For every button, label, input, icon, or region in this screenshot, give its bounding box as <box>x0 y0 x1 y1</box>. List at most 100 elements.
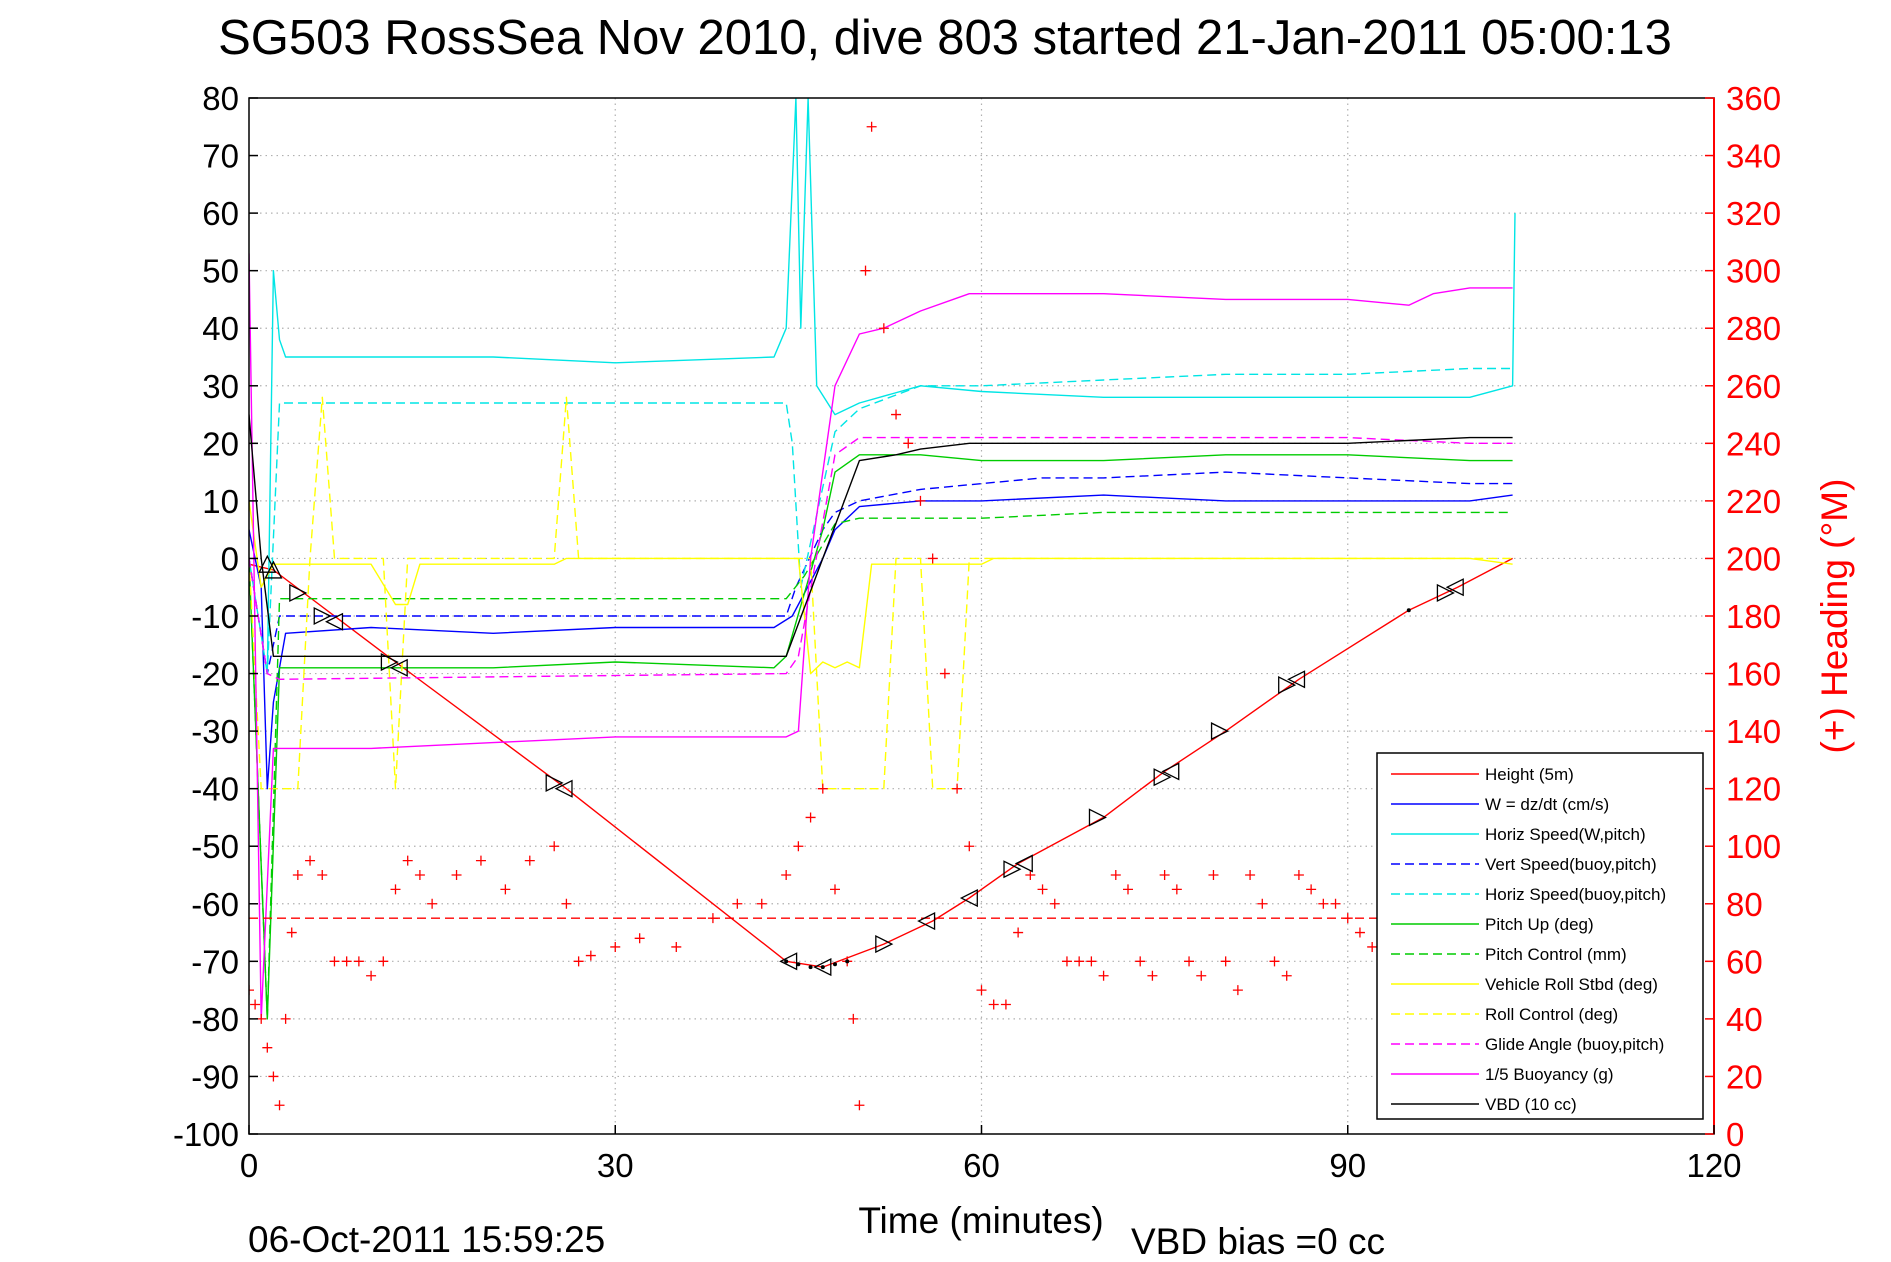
legend-box <box>1376 752 1704 1120</box>
legend-label: 1/5 Buoyancy (g) <box>1485 1065 1614 1084</box>
y-tick-label: -80 <box>191 1001 239 1038</box>
legend-label: VBD (10 cc) <box>1485 1095 1577 1114</box>
triangle-marker <box>1287 670 1306 689</box>
heading-point <box>1049 898 1060 909</box>
heading-point <box>1037 884 1048 895</box>
y2-tick-label: 160 <box>1726 656 1781 693</box>
black-dot-marker <box>784 959 789 964</box>
legend-label: Height (5m) <box>1485 765 1574 784</box>
heading-point <box>830 884 840 895</box>
y-tick-label: -30 <box>191 713 239 750</box>
heading-point <box>988 999 999 1010</box>
heading-point <box>549 841 560 852</box>
heading-point <box>1367 941 1378 952</box>
heading-point <box>903 438 914 449</box>
legend-label: Pitch Up (deg) <box>1485 915 1594 934</box>
heading-point <box>475 855 486 866</box>
triangle-marker <box>289 583 308 603</box>
heading-point <box>341 956 352 967</box>
series-pitch-up-deg <box>249 454 1513 1020</box>
triangle-marker <box>959 888 978 908</box>
y2-tick-label: 140 <box>1726 713 1781 750</box>
heading-point <box>1269 956 1280 967</box>
heading-point <box>1147 970 1158 981</box>
triangle-marker <box>1278 676 1297 695</box>
legend: Height (5m) W = dz/dt (cm/s) Horiz Speed(W… <box>1376 752 1704 1120</box>
triangle-marker <box>1003 860 1022 879</box>
y2-tick-label: 240 <box>1726 425 1781 462</box>
heading-point <box>353 956 364 967</box>
right-axis-ticks: 3603403203002802602402202001801601401201… <box>1705 80 1781 1153</box>
y-tick-label: 20 <box>202 425 239 462</box>
heading-point <box>268 1071 279 1082</box>
heading-point <box>939 668 950 679</box>
series-w-dz-dt-cm-s <box>249 494 1513 790</box>
heading-point <box>1086 956 1097 967</box>
black-dot-marker <box>808 965 813 970</box>
y-tick-label: 70 <box>202 138 239 175</box>
heading-point <box>1061 956 1072 967</box>
heading-point <box>1281 970 1292 981</box>
heading-point <box>274 1100 285 1111</box>
heading-point <box>585 950 596 961</box>
x-tick-label: 90 <box>1329 1147 1366 1184</box>
series-height-5m <box>249 557 1513 968</box>
triangle-marker <box>1436 583 1455 603</box>
heading-point <box>732 898 743 909</box>
heading-point <box>1208 870 1219 880</box>
triangle-marker <box>1014 854 1033 873</box>
series-horiz-speed-w-pitch <box>249 98 1516 675</box>
x-axis-ticks: 0 30 60 90 120 <box>240 1125 1742 1184</box>
heading-point <box>1245 870 1256 880</box>
heading-point <box>1135 956 1146 967</box>
y2-tick-label: 40 <box>1726 1001 1763 1038</box>
triangle-markers <box>258 554 1464 977</box>
heading-point <box>1000 999 1011 1010</box>
y-tick-label: -90 <box>191 1058 239 1095</box>
heading-point <box>390 884 401 895</box>
y-tick-label: 40 <box>202 310 239 347</box>
y2-tick-label: 340 <box>1726 138 1781 175</box>
y2-tick-label: 80 <box>1726 886 1763 923</box>
heading-point <box>1025 870 1036 880</box>
y-tick-label: -20 <box>191 656 239 693</box>
heading-point <box>671 941 682 952</box>
heading-point <box>1184 956 1195 967</box>
y-tick-label: -50 <box>191 828 239 865</box>
triangle-marker <box>554 779 573 798</box>
legend-label: Roll Control (deg) <box>1485 1005 1618 1024</box>
legend-label: W = dz/dt (cm/s) <box>1485 795 1609 814</box>
black-dot-marker <box>820 965 825 970</box>
series-pitch-control-mm <box>249 511 1513 1020</box>
y-tick-label: 10 <box>202 483 239 520</box>
x-axis-label: Time (minutes) <box>858 1200 1103 1241</box>
heading-point <box>1293 870 1304 880</box>
heading-point <box>781 870 792 880</box>
black-dot-marker <box>833 962 837 967</box>
heading-point <box>1159 870 1170 880</box>
y2-tick-label: 60 <box>1726 943 1763 980</box>
heading-point <box>1257 898 1268 909</box>
triangle-marker <box>380 652 399 672</box>
heading-point <box>427 898 438 909</box>
x-tick-label: 60 <box>963 1147 1000 1184</box>
heading-point <box>524 855 535 866</box>
black-dot-marker <box>845 959 850 964</box>
y-tick-label: 60 <box>202 195 239 232</box>
heading-point <box>1232 985 1243 996</box>
triangle-marker <box>779 952 798 971</box>
triangle-marker <box>545 773 564 792</box>
y2-tick-label: 20 <box>1726 1058 1763 1095</box>
heading-point <box>1171 884 1182 895</box>
y-tick-label: -100 <box>173 1116 239 1153</box>
heading-point <box>317 870 328 880</box>
heading-point <box>976 985 987 996</box>
triangle-marker <box>875 935 894 954</box>
triangle-marker <box>1161 762 1180 781</box>
triangle-marker <box>389 658 408 677</box>
triangle-marker <box>1088 808 1107 827</box>
series-glide-angle-buoy-pitch <box>249 436 1513 680</box>
heading-point <box>1306 884 1317 895</box>
y2-tick-label: 180 <box>1726 598 1781 635</box>
